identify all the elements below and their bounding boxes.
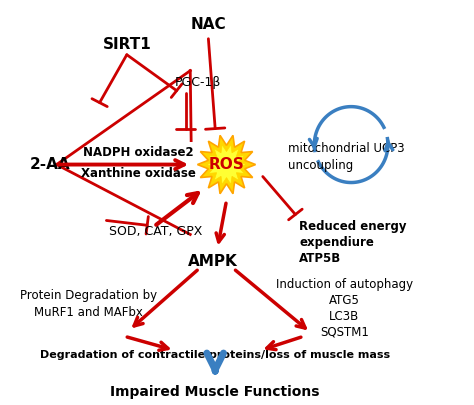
Text: Impaired Muscle Functions: Impaired Muscle Functions — [110, 385, 320, 399]
Text: Induction of autophagy
ATG5
LC3B
SQSTM1: Induction of autophagy ATG5 LC3B SQSTM1 — [276, 278, 413, 339]
Text: Reduced energy
expendiure
ATP5B: Reduced energy expendiure ATP5B — [299, 220, 407, 265]
Text: PGC-1β: PGC-1β — [174, 76, 221, 89]
Text: mitochondrial UCP3
uncoupling: mitochondrial UCP3 uncoupling — [288, 142, 404, 172]
Text: NADPH oxidase2: NADPH oxidase2 — [83, 145, 193, 159]
Text: SIRT1: SIRT1 — [102, 37, 151, 52]
Polygon shape — [207, 145, 246, 184]
Text: Degradation of contractile proteins/loss of muscle mass: Degradation of contractile proteins/loss… — [40, 350, 390, 360]
Polygon shape — [198, 135, 255, 194]
Text: Xanthine oxidase: Xanthine oxidase — [81, 167, 196, 180]
Text: SOD, CAT, GPX: SOD, CAT, GPX — [109, 225, 202, 238]
Text: ROS: ROS — [209, 157, 245, 172]
Text: NAC: NAC — [191, 17, 226, 32]
Text: AMPK: AMPK — [188, 254, 238, 269]
Text: 2-AA: 2-AA — [29, 157, 70, 172]
Text: Protein Degradation by
MuRF1 and MAFbx: Protein Degradation by MuRF1 and MAFbx — [20, 289, 157, 320]
